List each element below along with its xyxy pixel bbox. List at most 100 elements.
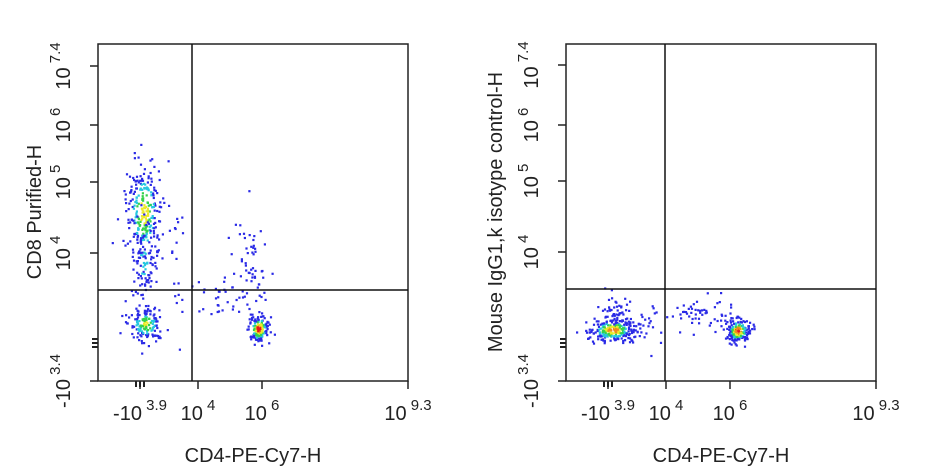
event-dot bbox=[731, 330, 734, 333]
event-dot bbox=[689, 305, 692, 308]
event-dot bbox=[724, 314, 727, 317]
event-dot bbox=[148, 309, 152, 312]
event-dot bbox=[245, 269, 248, 272]
event-dot bbox=[647, 325, 650, 328]
event-dot bbox=[635, 325, 638, 328]
event-dot bbox=[155, 318, 158, 321]
event-dot bbox=[743, 345, 747, 348]
event-dot bbox=[142, 182, 145, 185]
event-dot bbox=[692, 303, 695, 306]
event-dot bbox=[630, 328, 633, 331]
event-dot bbox=[624, 321, 627, 324]
event-dot bbox=[612, 325, 615, 328]
event-dot bbox=[732, 339, 735, 342]
event-dot bbox=[607, 324, 610, 327]
event-dot bbox=[136, 236, 139, 239]
y-tick-label: 10 4 bbox=[47, 236, 75, 271]
event-dot bbox=[738, 336, 741, 339]
event-dot bbox=[136, 215, 139, 218]
event-dot bbox=[136, 231, 139, 235]
event-dot bbox=[251, 276, 254, 279]
event-dot bbox=[145, 194, 148, 197]
event-dot bbox=[685, 312, 689, 315]
event-dot bbox=[629, 322, 632, 325]
event-dot bbox=[599, 335, 602, 338]
event-dot bbox=[256, 321, 259, 324]
event-dot bbox=[671, 315, 674, 318]
event-dot bbox=[263, 243, 266, 246]
event-dot bbox=[627, 327, 631, 331]
event-dot bbox=[147, 175, 150, 178]
x-tick-label: -10 3.9 bbox=[581, 397, 635, 425]
event-dot bbox=[585, 329, 588, 332]
event-dots bbox=[111, 143, 276, 355]
event-dot bbox=[666, 316, 669, 319]
event-dot bbox=[136, 318, 139, 321]
event-dot bbox=[142, 197, 145, 200]
event-dot bbox=[173, 282, 176, 285]
event-dot bbox=[139, 275, 142, 278]
event-dot bbox=[139, 284, 142, 287]
event-dot bbox=[242, 232, 246, 235]
event-dot bbox=[753, 325, 756, 328]
event-dot bbox=[625, 332, 628, 335]
event-dot bbox=[604, 327, 607, 331]
event-dot bbox=[610, 289, 613, 292]
event-dot bbox=[148, 274, 151, 277]
event-dot bbox=[253, 336, 256, 339]
y-tick-label: 10 4 bbox=[515, 235, 543, 270]
event-dot bbox=[683, 310, 686, 313]
event-dot bbox=[734, 323, 738, 326]
event-dot bbox=[216, 310, 219, 314]
event-dot bbox=[637, 322, 640, 325]
event-dot bbox=[153, 324, 157, 327]
event-dot bbox=[136, 316, 140, 319]
event-dot bbox=[143, 204, 146, 207]
event-dot bbox=[731, 327, 734, 330]
event-dot bbox=[135, 175, 139, 178]
event-dot bbox=[147, 177, 150, 180]
event-dot bbox=[135, 214, 138, 217]
event-dot bbox=[142, 255, 145, 258]
event-dot bbox=[124, 321, 128, 324]
event-dot bbox=[743, 330, 746, 333]
event-dot bbox=[146, 219, 149, 222]
event-dot bbox=[140, 143, 143, 146]
event-dot bbox=[256, 326, 259, 329]
event-dot bbox=[626, 317, 629, 320]
event-dot bbox=[255, 299, 258, 303]
event-dot bbox=[627, 330, 630, 333]
event-dot bbox=[132, 336, 135, 339]
event-dot bbox=[742, 336, 745, 339]
event-dot bbox=[606, 335, 609, 338]
event-dot bbox=[156, 254, 159, 257]
event-dot bbox=[140, 204, 143, 207]
event-dot bbox=[241, 290, 244, 293]
event-dot bbox=[235, 298, 238, 302]
event-dot bbox=[736, 326, 739, 329]
event-dot bbox=[254, 318, 257, 321]
event-dot bbox=[614, 322, 617, 325]
event-dot bbox=[150, 236, 153, 239]
event-dot bbox=[202, 291, 206, 294]
event-dot bbox=[148, 210, 151, 213]
x-tick-label: 10 9.3 bbox=[384, 397, 431, 425]
event-dot bbox=[629, 317, 632, 321]
event-dot bbox=[155, 267, 158, 270]
event-dot bbox=[147, 210, 150, 213]
event-dot bbox=[143, 311, 146, 314]
event-dot bbox=[261, 333, 264, 337]
event-dot bbox=[257, 316, 260, 319]
event-dot bbox=[130, 190, 133, 193]
event-dot bbox=[246, 252, 249, 255]
event-dot bbox=[618, 326, 621, 329]
event-dot bbox=[145, 280, 148, 283]
event-dot bbox=[144, 313, 147, 316]
event-dot bbox=[221, 309, 224, 312]
event-dot bbox=[175, 241, 178, 244]
event-dot bbox=[223, 280, 226, 283]
event-dot bbox=[740, 317, 743, 320]
event-dot bbox=[612, 319, 615, 322]
event-dot bbox=[622, 340, 625, 343]
event-dot bbox=[619, 324, 622, 327]
